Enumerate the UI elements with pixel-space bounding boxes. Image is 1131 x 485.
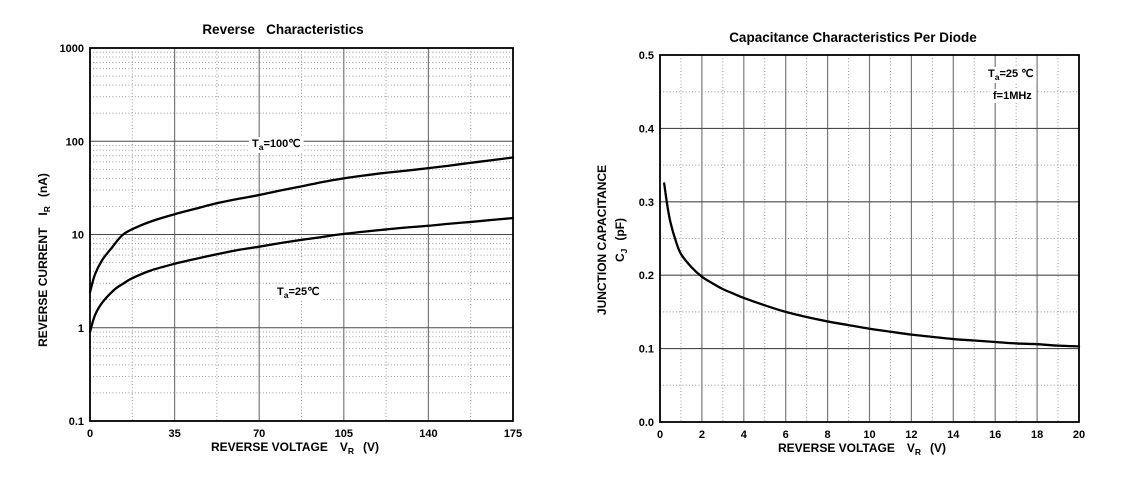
right-y-axis-label-line1: JUNCTION CAPACITANCE [595, 165, 609, 315]
svg-text:70: 70 [253, 428, 265, 440]
svg-text:0: 0 [657, 429, 663, 441]
right-grid-layer [659, 54, 1080, 423]
svg-text:0.1: 0.1 [69, 416, 84, 428]
svg-text:100: 100 [66, 136, 84, 148]
curve-label-ta-100c: Ta=100℃ [249, 137, 304, 153]
left-x-axis-label: REVERSE VOLTAGE VR (V) [211, 440, 379, 456]
svg-text:0.5: 0.5 [639, 50, 654, 62]
svg-text:175: 175 [504, 428, 522, 440]
left-tick-labels: 0 35 70 105 140 175 1000 100 10 1 0.1 [60, 43, 523, 440]
svg-text:0: 0 [87, 428, 93, 440]
svg-text:0.0: 0.0 [639, 417, 654, 429]
svg-text:JUNCTION CAPACITANCE: JUNCTION CAPACITANCE [595, 165, 609, 315]
right-chart-title: Capacitance Characteristics Per Diode [729, 30, 977, 45]
condition-label-ta-25c: Ta=25 ℃ [985, 67, 1037, 83]
svg-text:0.4: 0.4 [639, 123, 655, 135]
svg-text:10: 10 [72, 230, 84, 242]
right-y-axis-label-line2: CJ(pF) [613, 218, 629, 262]
left-y-axis-label: REVERSE CURRENTIR(nA) [36, 173, 52, 347]
curve-label-ta-25c: Ta=25℃ [274, 285, 323, 301]
svg-text:2: 2 [699, 429, 705, 441]
svg-text:6: 6 [783, 429, 789, 441]
svg-text:20: 20 [1073, 429, 1085, 441]
svg-text:105: 105 [335, 428, 353, 440]
left-chart-title: Reverse Characteristics [202, 22, 363, 37]
svg-text:REVERSE CURRENTIR(nA): REVERSE CURRENTIR(nA) [36, 173, 52, 347]
reverse-characteristics-chart: Ta=100℃ Ta=25℃ Reverse Characteristics R… [36, 22, 523, 456]
svg-text:18: 18 [1031, 429, 1043, 441]
svg-text:1: 1 [78, 323, 84, 335]
capacitance-characteristics-chart: Ta=25 ℃ f=1MHz Capacitance Characteristi… [595, 30, 1085, 457]
svg-text:Ta=25 ℃: Ta=25 ℃ [988, 68, 1034, 82]
svg-text:12: 12 [905, 429, 917, 441]
left-grid-layer [89, 47, 514, 422]
svg-text:35: 35 [168, 428, 180, 440]
svg-text:4: 4 [741, 429, 748, 441]
svg-text:8: 8 [825, 429, 831, 441]
svg-text:Ta=100℃: Ta=100℃ [252, 138, 301, 152]
svg-text:10: 10 [863, 429, 875, 441]
svg-text:f=1MHz: f=1MHz [993, 90, 1032, 102]
svg-text:0.3: 0.3 [639, 197, 654, 209]
condition-label-frequency: f=1MHz [990, 89, 1036, 103]
svg-text:14: 14 [947, 429, 960, 441]
right-x-axis-label: REVERSE VOLTAGE VR (V) [778, 441, 946, 457]
svg-text:CJ(pF): CJ(pF) [613, 218, 629, 262]
svg-text:140: 140 [419, 428, 437, 440]
svg-text:Ta=25℃: Ta=25℃ [277, 286, 319, 300]
right-curves-layer [663, 182, 1081, 348]
svg-text:1000: 1000 [60, 43, 84, 55]
svg-text:0.2: 0.2 [639, 270, 654, 282]
right-tick-labels: 0 2 4 6 8 10 12 14 16 18 20 0.5 0.4 0.3 0.2 0.1 0.0 [639, 50, 1085, 441]
left-curves-layer [88, 156, 515, 334]
svg-text:0.1: 0.1 [639, 344, 654, 356]
svg-text:16: 16 [989, 429, 1001, 441]
